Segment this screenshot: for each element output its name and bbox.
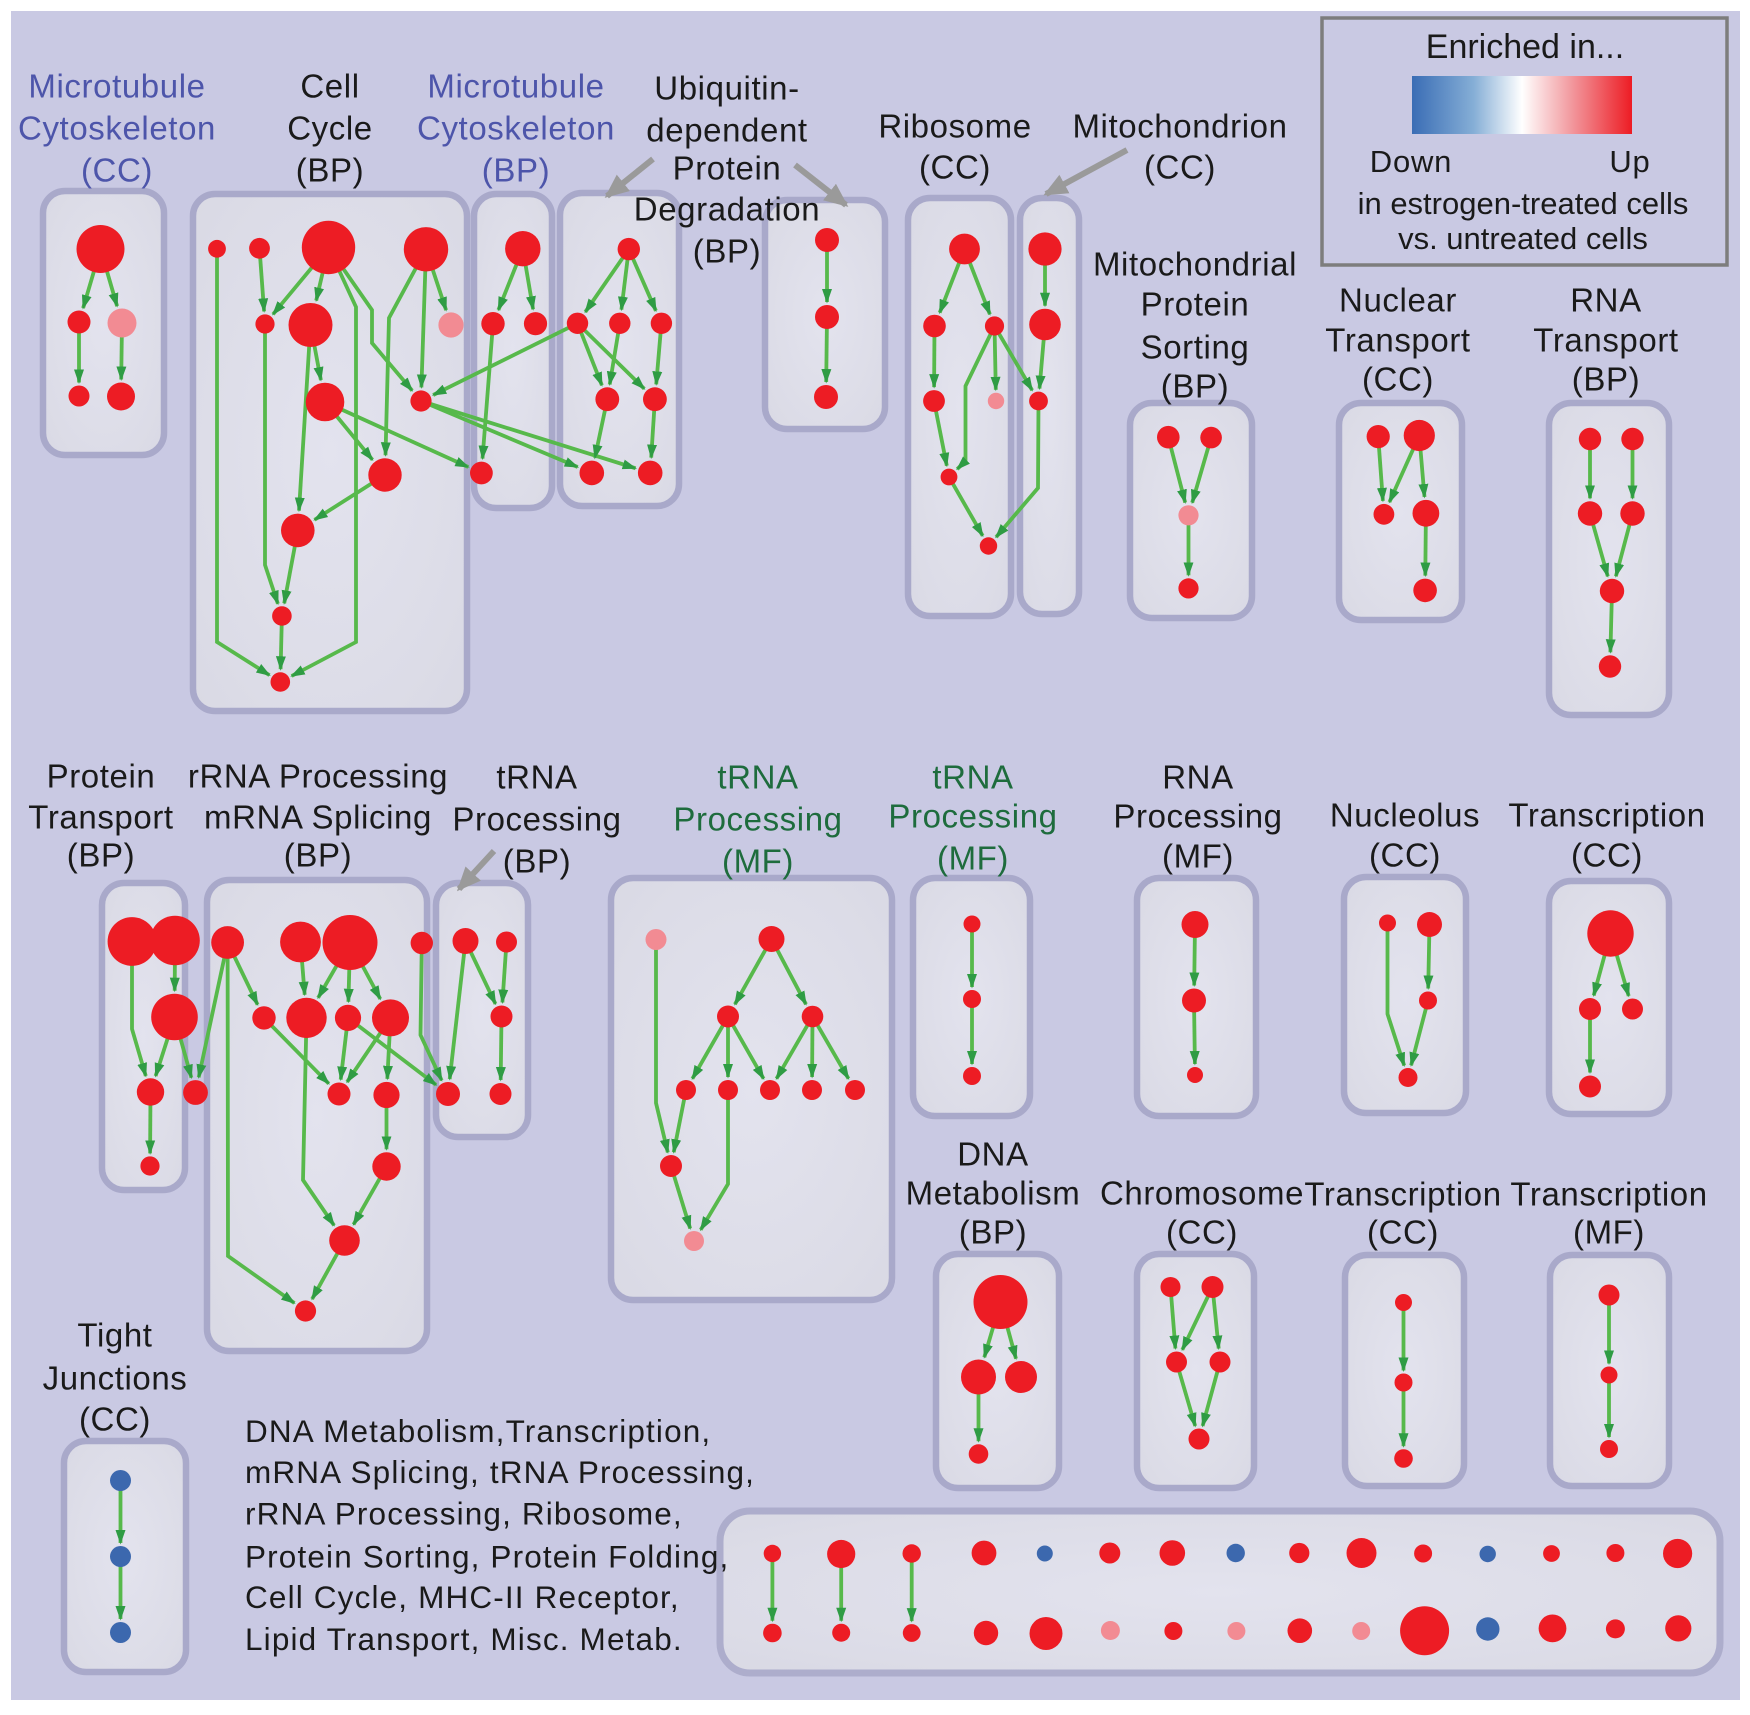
svg-text:Nuclear: Nuclear xyxy=(1339,282,1457,319)
svg-text:Down: Down xyxy=(1370,144,1452,179)
svg-text:Mitochondrion: Mitochondrion xyxy=(1072,108,1287,145)
svg-text:(BP): (BP) xyxy=(1161,368,1229,405)
svg-text:(CC): (CC) xyxy=(1571,837,1643,874)
svg-text:(BP): (BP) xyxy=(284,837,352,874)
svg-text:(CC): (CC) xyxy=(919,149,991,186)
svg-text:Cycle: Cycle xyxy=(287,110,373,147)
svg-text:Cytoskeleton: Cytoskeleton xyxy=(417,110,615,147)
svg-text:Mitochondrial: Mitochondrial xyxy=(1093,246,1297,283)
svg-text:Cytoskeleton: Cytoskeleton xyxy=(18,110,216,147)
svg-text:(CC): (CC) xyxy=(1362,361,1434,398)
svg-text:Cell: Cell xyxy=(300,68,359,105)
svg-text:Transcription: Transcription xyxy=(1508,797,1705,834)
svg-text:tRNA: tRNA xyxy=(932,759,1013,796)
svg-text:(BP): (BP) xyxy=(1572,361,1640,398)
svg-text:Chromosome: Chromosome xyxy=(1100,1175,1304,1212)
svg-text:(BP): (BP) xyxy=(693,233,761,270)
svg-text:Transport: Transport xyxy=(28,799,173,836)
svg-text:Microtubule: Microtubule xyxy=(427,68,604,105)
svg-text:(BP): (BP) xyxy=(482,152,550,189)
svg-text:RNA: RNA xyxy=(1570,282,1641,319)
svg-text:Lipid Transport, Misc. Metab.: Lipid Transport, Misc. Metab. xyxy=(245,1621,683,1657)
svg-text:Processing: Processing xyxy=(888,798,1057,835)
svg-text:Transcription: Transcription xyxy=(1304,1176,1501,1213)
svg-text:Processing: Processing xyxy=(1113,798,1282,835)
svg-text:(CC): (CC) xyxy=(1369,837,1441,874)
svg-text:(BP): (BP) xyxy=(959,1214,1027,1251)
svg-text:Metabolism: Metabolism xyxy=(906,1175,1081,1212)
svg-text:Ubiquitin-: Ubiquitin- xyxy=(654,70,799,107)
svg-text:(CC): (CC) xyxy=(1166,1214,1238,1251)
svg-text:Cell Cycle, MHC-II Receptor,: Cell Cycle, MHC-II Receptor, xyxy=(245,1579,680,1615)
svg-text:vs. untreated cells: vs. untreated cells xyxy=(1398,221,1648,256)
svg-text:(CC): (CC) xyxy=(79,1401,151,1438)
svg-text:DNA: DNA xyxy=(957,1136,1028,1173)
svg-text:DNA Metabolism,Transcription,: DNA Metabolism,Transcription, xyxy=(245,1413,711,1449)
svg-text:RNA: RNA xyxy=(1162,759,1233,796)
svg-text:Enriched in...: Enriched in... xyxy=(1426,28,1624,66)
svg-text:Processing: Processing xyxy=(673,801,842,838)
svg-text:Microtubule: Microtubule xyxy=(28,68,205,105)
svg-text:(MF): (MF) xyxy=(722,843,794,880)
svg-text:Junctions: Junctions xyxy=(43,1360,188,1397)
svg-text:(CC): (CC) xyxy=(81,152,153,189)
svg-text:Sorting: Sorting xyxy=(1141,329,1250,366)
svg-text:(BP): (BP) xyxy=(67,837,135,874)
svg-text:Transport: Transport xyxy=(1533,322,1678,359)
svg-text:in estrogen-treated cells: in estrogen-treated cells xyxy=(1358,186,1689,221)
svg-text:Transport: Transport xyxy=(1325,322,1470,359)
svg-text:(CC): (CC) xyxy=(1144,149,1216,186)
svg-text:rRNA Processing, Ribosome,: rRNA Processing, Ribosome, xyxy=(245,1496,683,1532)
svg-text:tRNA: tRNA xyxy=(496,759,577,796)
svg-text:(CC): (CC) xyxy=(1367,1214,1439,1251)
svg-text:Processing: Processing xyxy=(452,801,621,838)
svg-text:Protein: Protein xyxy=(673,150,782,187)
svg-text:mRNA Splicing: mRNA Splicing xyxy=(204,799,432,836)
svg-text:Protein Sorting, Protein Foldi: Protein Sorting, Protein Folding, xyxy=(245,1539,729,1575)
svg-text:(MF): (MF) xyxy=(937,840,1009,877)
svg-text:rRNA Processing: rRNA Processing xyxy=(188,758,448,795)
svg-text:Nucleolus: Nucleolus xyxy=(1330,797,1480,834)
svg-text:Tight: Tight xyxy=(77,1317,152,1354)
svg-text:(MF): (MF) xyxy=(1162,838,1234,875)
svg-text:Protein: Protein xyxy=(47,758,156,795)
svg-text:Degradation: Degradation xyxy=(634,191,820,228)
svg-text:(BP): (BP) xyxy=(503,843,571,880)
svg-text:tRNA: tRNA xyxy=(717,759,798,796)
svg-text:Transcription: Transcription xyxy=(1510,1176,1707,1213)
svg-text:(MF): (MF) xyxy=(1573,1214,1645,1251)
svg-text:(BP): (BP) xyxy=(296,152,364,189)
svg-text:dependent: dependent xyxy=(646,112,807,149)
svg-text:Ribosome: Ribosome xyxy=(878,108,1031,145)
svg-text:Up: Up xyxy=(1609,144,1650,179)
svg-text:Protein: Protein xyxy=(1141,286,1250,323)
svg-text:mRNA Splicing, tRNA Processing: mRNA Splicing, tRNA Processing, xyxy=(245,1454,755,1490)
